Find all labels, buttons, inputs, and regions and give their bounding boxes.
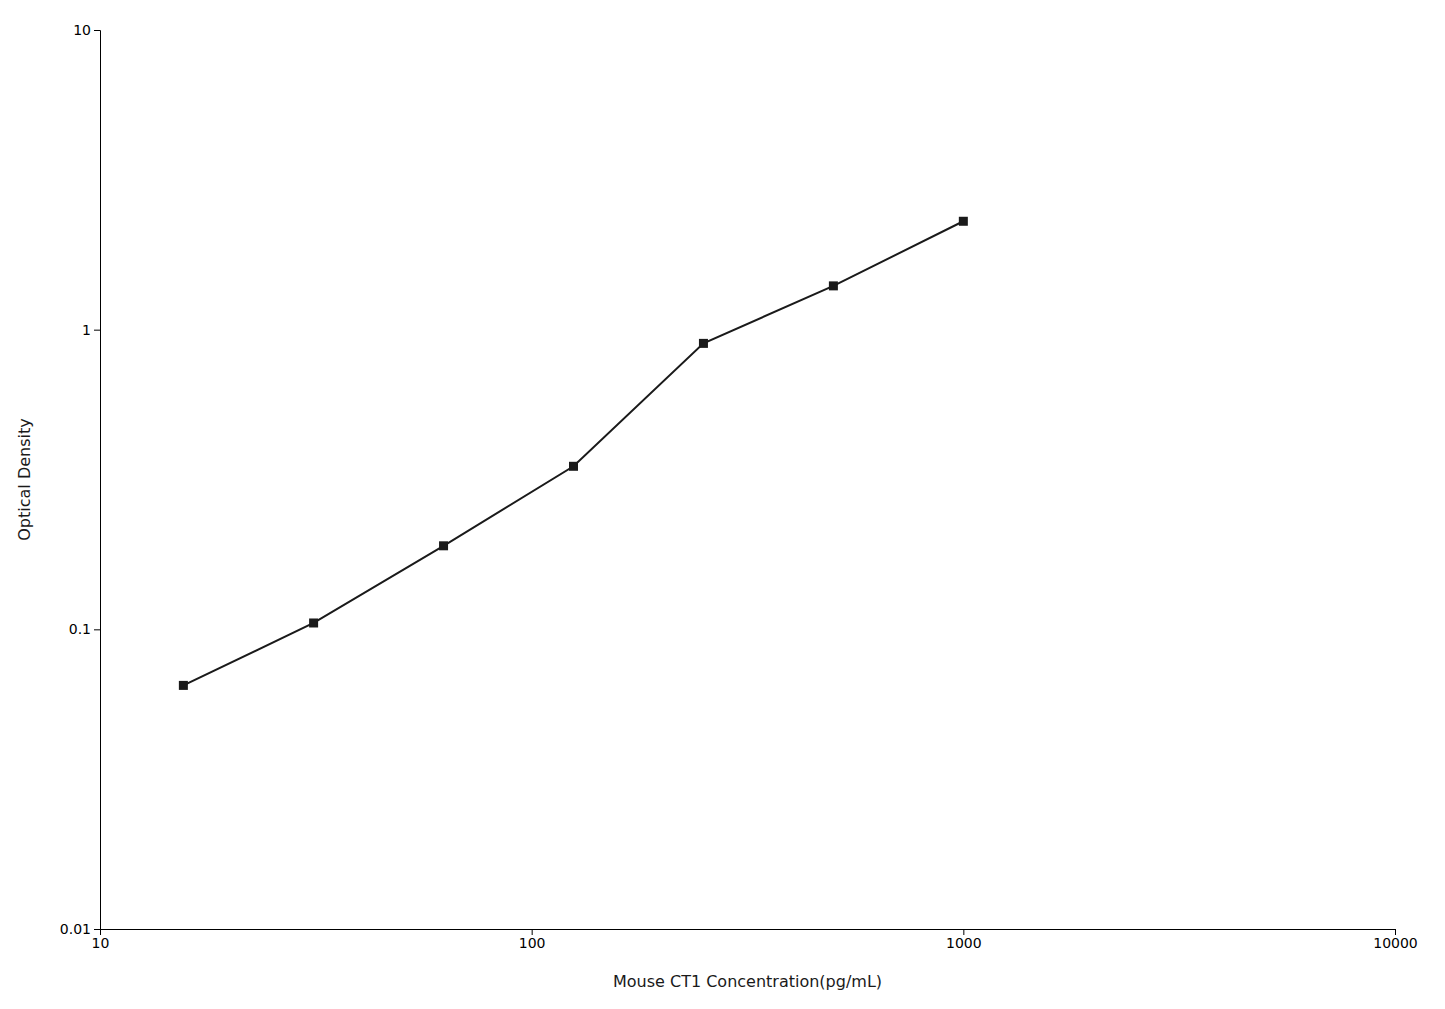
marker [179,681,188,690]
tick: 10000 [1373,929,1418,951]
tick-label: 10000 [1373,935,1418,951]
tick-label: 10 [73,22,91,38]
plot: 10 100 1000 10000 0.01 0.1 1 10 [60,22,1418,951]
tick-mark [94,30,100,31]
series [179,217,968,690]
tick: 100 [519,929,546,951]
tick: 0.01 [60,921,100,937]
tick: 0.1 [69,621,100,637]
y-axis: 0.01 0.1 1 10 [60,22,101,937]
x-axis: 10 100 1000 10000 [92,929,1418,951]
axis-line [94,31,101,930]
marker [309,618,318,627]
marker [699,339,708,348]
tick: 1000 [946,929,982,951]
tick-label: 1 [82,322,91,338]
tick-label: 10 [92,935,110,951]
line [183,221,963,685]
tick-mark [94,330,100,331]
marker [959,217,968,226]
marker [439,541,448,550]
tick-label: 0.1 [69,621,91,637]
tick-label: 0.01 [60,921,91,937]
tick: 1 [82,322,100,338]
chart: 10 100 1000 10000 0.01 0.1 1 10 Mouse CT1 Concen… [0,0,1445,1009]
tick: 10 [92,929,110,951]
axis-line [101,930,1396,936]
tick-label: 1000 [946,935,982,951]
marker [569,462,578,471]
tick-mark [94,629,100,630]
marker [829,281,838,290]
x-axis-title: Mouse CT1 Concentration(pg/mL) [613,972,882,991]
tick: 10 [73,22,100,38]
tick-label: 100 [519,935,546,951]
y-axis-title: Optical Density [15,418,34,540]
tick-mark [94,929,100,930]
